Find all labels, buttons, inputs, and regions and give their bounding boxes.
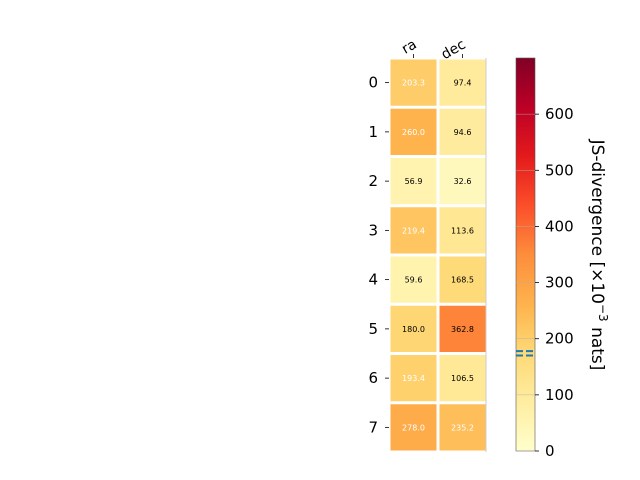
colorbar-tick-label: 200 bbox=[545, 330, 574, 348]
cell-value-label: 168.5 bbox=[451, 276, 474, 285]
colorbar-tick-label: 0 bbox=[545, 442, 555, 460]
cell-value-label: 97.4 bbox=[454, 79, 472, 88]
cell-value-label: 362.8 bbox=[451, 325, 474, 334]
heatmap-cell bbox=[390, 108, 437, 155]
cell-value-label: 203.3 bbox=[402, 79, 425, 88]
cell-value-label: 56.9 bbox=[405, 177, 423, 186]
cell-value-label: 32.6 bbox=[454, 177, 472, 186]
heatmap-cell bbox=[439, 256, 486, 303]
heatmap-cell bbox=[439, 158, 486, 205]
colorbar-tick-label: 400 bbox=[545, 217, 574, 235]
cell-value-label: 59.6 bbox=[405, 276, 423, 285]
y-tick-label: 7 bbox=[368, 418, 378, 436]
heatmap-cell bbox=[390, 404, 437, 451]
cell-value-label: 278.0 bbox=[402, 423, 425, 432]
colorbar: 0 100 200 300 400 500 600 JS-divergence [×10−3 … bbox=[515, 57, 610, 460]
cell-value-label: 180.0 bbox=[402, 325, 425, 334]
colorbar-tick-label: 300 bbox=[545, 274, 574, 292]
heatmap-cell bbox=[390, 207, 437, 254]
heatmap-cell bbox=[390, 256, 437, 303]
y-tick-label: 1 bbox=[368, 123, 378, 141]
heatmap-cell bbox=[439, 404, 486, 451]
heatmap-cell bbox=[390, 355, 437, 402]
colorbar-gradient bbox=[515, 57, 536, 452]
colorbar-tick-label: 100 bbox=[545, 386, 574, 404]
y-tick-label: 5 bbox=[368, 320, 378, 338]
heatmap-cell bbox=[390, 158, 437, 205]
heatmap-cell bbox=[390, 59, 437, 106]
cell-value-label: 94.6 bbox=[454, 128, 472, 137]
cell-value-label: 235.2 bbox=[451, 423, 474, 432]
y-tick-label: 2 bbox=[368, 172, 378, 190]
heatmap-cell bbox=[390, 305, 437, 352]
cell-value-label: 113.6 bbox=[451, 226, 474, 235]
y-tick-label: 6 bbox=[368, 369, 378, 387]
cell-value-label: 219.4 bbox=[402, 226, 425, 235]
x-tick-label: dec bbox=[439, 37, 469, 63]
heatmap-cell bbox=[439, 355, 486, 402]
heatmap-grid: 203.3 97.4 260.0 94.6 56.9 32.6 219.4 113.6 59.6… bbox=[390, 59, 486, 451]
heatmap-cell bbox=[439, 59, 486, 106]
cell-value-label: 193.4 bbox=[402, 374, 425, 383]
y-tick-label: 0 bbox=[368, 74, 378, 92]
x-tick-label: ra bbox=[399, 37, 419, 58]
y-tick-label: 3 bbox=[368, 221, 378, 239]
heatmap-cell bbox=[439, 305, 486, 352]
heatmap-cell bbox=[439, 207, 486, 254]
colorbar-tick-label: 500 bbox=[545, 161, 574, 179]
y-tick-label: 4 bbox=[368, 271, 378, 289]
colorbar-label: JS-divergence [×10−3 nats] bbox=[587, 139, 610, 371]
cell-value-label: 106.5 bbox=[451, 374, 474, 383]
heatmap-cell bbox=[439, 108, 486, 155]
cell-value-label: 260.0 bbox=[402, 128, 425, 137]
colorbar-tick-label: 600 bbox=[545, 105, 574, 123]
